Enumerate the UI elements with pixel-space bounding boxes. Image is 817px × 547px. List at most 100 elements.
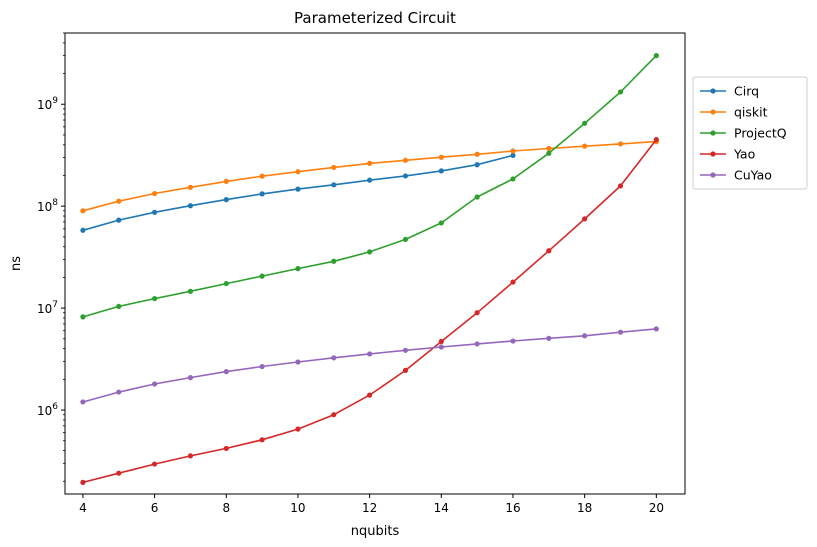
data-point-cirq <box>402 173 409 179</box>
data-point-qiskit <box>151 190 158 197</box>
data-point-qiskit <box>259 173 265 179</box>
data-point-projectq <box>653 53 659 59</box>
data-point-projectq <box>402 236 409 243</box>
series-line-cirq <box>82 154 514 232</box>
data-point-cuyao <box>546 335 552 341</box>
y-axis: 106 107 108 109 <box>37 32 65 482</box>
data-point-yao <box>546 248 552 254</box>
legend-label-qiskit: qiskit <box>734 105 768 120</box>
data-point-yao <box>402 367 409 373</box>
data-point-projectq <box>582 120 588 126</box>
y-tick-label: 109 <box>37 96 58 112</box>
x-tick-label: 4 <box>79 501 87 515</box>
y-tick-label: 107 <box>37 300 58 316</box>
x-axis-label: nqubits <box>351 524 400 539</box>
data-point-yao <box>367 392 373 398</box>
legend-marker-yao <box>710 151 716 157</box>
data-point-projectq <box>151 295 158 302</box>
legend-marker-projectq <box>710 130 716 136</box>
data-point-cirq <box>223 196 229 203</box>
data-point-yao <box>510 279 516 285</box>
data-point-cuyao <box>295 359 301 365</box>
data-point-yao <box>151 461 158 467</box>
data-point-yao <box>295 426 301 432</box>
legend-label-cirq: Cirq <box>734 84 759 99</box>
data-point-projectq <box>474 194 480 200</box>
data-point-qiskit <box>438 154 444 160</box>
data-point-yao <box>223 445 229 452</box>
data-point-cirq <box>187 203 194 209</box>
chart-title: Parameterized Circuit <box>294 9 456 27</box>
data-point-projectq <box>438 220 444 226</box>
series-line-cuyao <box>82 328 657 403</box>
series-line-qiskit <box>82 140 657 212</box>
data-point-projectq <box>259 273 265 279</box>
data-point-cirq <box>295 186 301 192</box>
data-point-cuyao <box>331 355 337 361</box>
data-point-cirq <box>259 191 265 197</box>
data-point-qiskit <box>223 178 229 184</box>
legend-box <box>692 76 808 190</box>
x-tick-label: 18 <box>577 501 592 515</box>
data-point-cuyao <box>438 344 444 350</box>
data-point-cirq <box>474 162 480 168</box>
y-tick-label: 106 <box>37 402 58 418</box>
x-tick-label: 12 <box>362 501 377 515</box>
data-point-cuyao <box>402 347 409 353</box>
data-point-projectq <box>617 89 624 95</box>
data-point-cirq <box>331 182 337 188</box>
y-axis-label: ns <box>9 256 24 271</box>
data-point-cuyao <box>187 375 194 381</box>
data-point-qiskit <box>367 160 373 166</box>
data-point-projectq <box>187 288 194 294</box>
x-tick-label: 8 <box>222 501 230 515</box>
data-point-qiskit <box>402 157 409 163</box>
legend-items: Cirq qiskit ProjectQ Yao CuYao <box>700 84 787 183</box>
data-point-cirq <box>510 152 516 158</box>
x-tick-label: 20 <box>649 501 664 515</box>
legend-label-cuyao: CuYao <box>734 168 772 183</box>
y-tick-label: 108 <box>37 198 58 214</box>
data-point-qiskit <box>617 141 624 147</box>
legend: Cirq qiskit ProjectQ Yao CuYao <box>692 76 808 190</box>
data-point-yao <box>617 183 624 189</box>
x-tick-label: 16 <box>505 501 520 515</box>
data-point-qiskit <box>187 184 194 190</box>
data-point-qiskit <box>331 164 337 171</box>
series-line-projectq <box>82 55 657 318</box>
data-point-cuyao <box>474 341 480 347</box>
data-point-qiskit <box>510 148 516 154</box>
x-tick-label: 14 <box>434 501 449 515</box>
data-point-cuyao <box>510 338 516 344</box>
data-point-cirq <box>80 227 86 233</box>
data-point-qiskit <box>474 151 480 157</box>
data-point-qiskit <box>582 143 588 149</box>
data-point-cuyao <box>617 329 624 335</box>
x-tick-label: 6 <box>151 501 159 515</box>
x-tick-label: 10 <box>290 501 305 515</box>
series-layer <box>80 53 659 485</box>
data-point-yao <box>438 338 444 345</box>
legend-marker-qiskit <box>710 109 716 115</box>
data-point-cuyao <box>80 399 86 405</box>
data-point-projectq <box>331 258 337 264</box>
data-point-cuyao <box>259 363 265 370</box>
data-point-cirq <box>116 217 122 223</box>
data-point-cuyao <box>116 389 122 395</box>
legend-marker-cirq <box>710 88 716 94</box>
data-point-projectq <box>510 176 516 182</box>
data-point-cuyao <box>582 333 588 339</box>
data-point-cuyao <box>653 326 659 332</box>
data-point-projectq <box>116 303 122 309</box>
legend-label-yao: Yao <box>733 147 755 162</box>
data-point-yao <box>653 136 659 143</box>
data-point-projectq <box>223 280 229 287</box>
data-point-qiskit <box>546 145 552 152</box>
data-point-yao <box>259 437 265 443</box>
data-point-yao <box>331 412 337 418</box>
data-point-cirq <box>438 168 444 174</box>
data-point-yao <box>80 479 86 485</box>
data-point-cuyao <box>223 369 229 375</box>
data-point-yao <box>187 453 194 459</box>
data-point-yao <box>474 310 480 316</box>
